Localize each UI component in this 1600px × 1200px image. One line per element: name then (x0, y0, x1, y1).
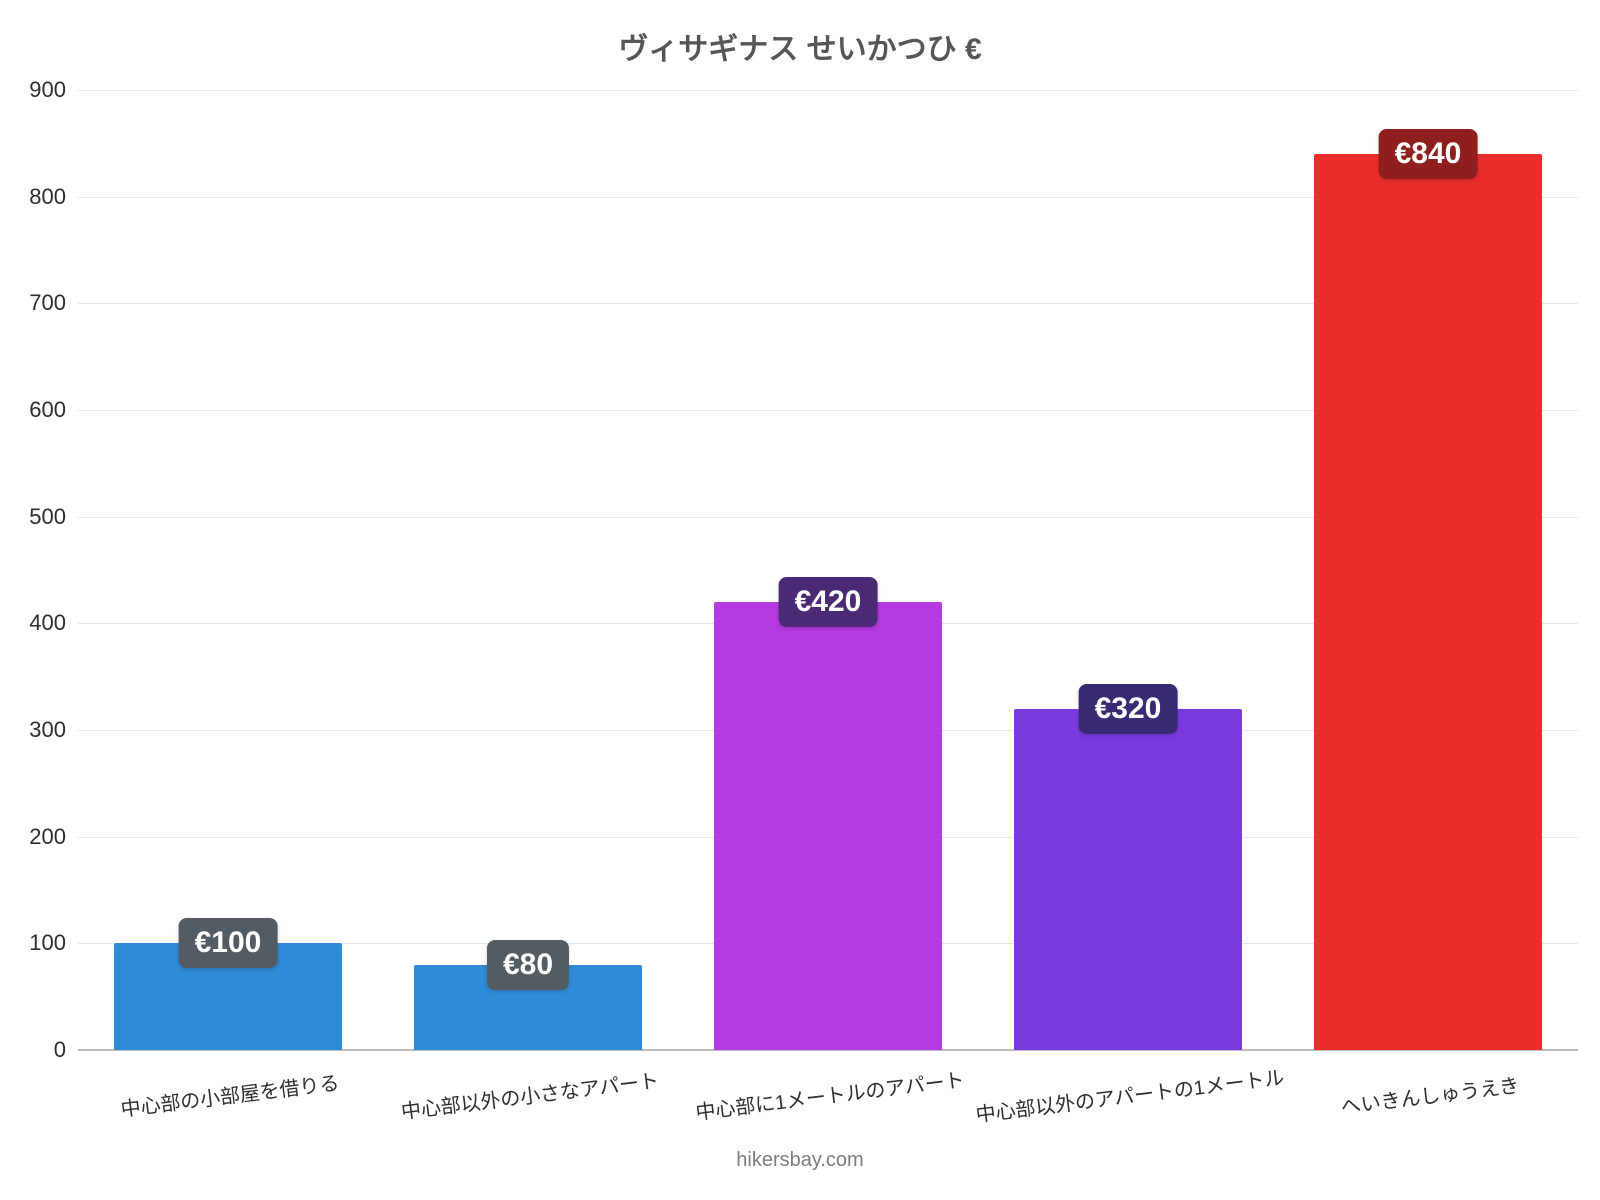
y-tick-label: 100 (29, 930, 78, 956)
y-tick-label: 0 (54, 1037, 78, 1063)
y-tick-label: 400 (29, 610, 78, 636)
bar (714, 602, 942, 1050)
gridline (78, 90, 1578, 91)
y-tick-label: 900 (29, 77, 78, 103)
y-tick-label: 700 (29, 290, 78, 316)
attribution-text: hikersbay.com (0, 1149, 1600, 1172)
plot-area: 0100200300400500600700800900€100中心部の小部屋を… (78, 90, 1578, 1050)
chart-container: ヴィサギナス せいかつひ € 0100200300400500600700800… (0, 0, 1600, 1200)
bar (1314, 154, 1542, 1050)
y-tick-label: 600 (29, 397, 78, 423)
chart-title: ヴィサギナス せいかつひ € (0, 24, 1600, 68)
x-tick-label: へいきんしゅうえき (1339, 1069, 1521, 1120)
x-tick-label: 中心部以外の小さなアパート (399, 1064, 660, 1124)
bar (1014, 709, 1242, 1050)
bar-value-label: €80 (487, 940, 569, 990)
x-tick-label: 中心部に1メートルのアパート (694, 1064, 966, 1126)
y-tick-label: 800 (29, 184, 78, 210)
x-tick-label: 中心部の小部屋を借りる (119, 1067, 341, 1123)
bar-value-label: €100 (179, 918, 278, 968)
bar-value-label: €420 (779, 577, 878, 627)
y-tick-label: 300 (29, 717, 78, 743)
y-tick-label: 500 (29, 504, 78, 530)
bar-value-label: €320 (1079, 684, 1178, 734)
y-tick-label: 200 (29, 824, 78, 850)
x-tick-label: 中心部以外のアパートの1メートル (974, 1061, 1286, 1128)
bar-value-label: €840 (1379, 129, 1478, 179)
